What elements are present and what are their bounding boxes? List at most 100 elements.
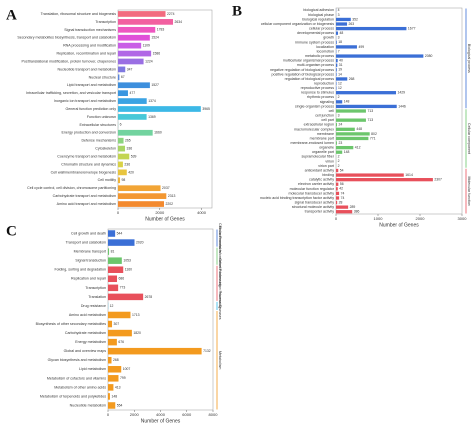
bar <box>118 19 174 25</box>
category-label: rhythmic process <box>307 95 334 99</box>
category-label: catalytic activity <box>309 178 334 182</box>
bar <box>118 185 161 192</box>
value-label: 3 <box>338 36 340 40</box>
x-tick-label: 8000 <box>209 412 219 417</box>
value-label: 148 <box>111 394 117 398</box>
category-label: structural molecule activity <box>292 205 334 209</box>
category-label: Transcription <box>95 20 116 24</box>
bar <box>118 153 130 160</box>
value-label: 1053 <box>123 259 131 263</box>
bar <box>118 201 164 207</box>
bar <box>336 127 355 131</box>
category-label: Chromatin structure and dynamics <box>61 162 116 166</box>
bar <box>108 257 122 264</box>
bar <box>336 40 337 44</box>
value-label: 12 <box>338 81 342 85</box>
category-label: response to stimulus <box>301 91 334 95</box>
category-label: Nucleotide transport and metabolism <box>57 67 116 71</box>
value-label: 539 <box>131 154 137 158</box>
bar <box>336 145 354 150</box>
category-label: Secondary metabolites biosynthesis, tran… <box>17 36 116 40</box>
value-label: 2678 <box>145 295 153 299</box>
bar <box>108 375 119 382</box>
bar <box>336 22 348 26</box>
category-label: Transport and catabolism <box>66 241 106 245</box>
bar <box>108 293 144 301</box>
value-label: 1429 <box>398 91 406 95</box>
group-label: Cellular Processes <box>218 223 222 253</box>
value-label: 24 <box>339 123 343 127</box>
value-label: 7 <box>338 49 340 53</box>
value-label: 14 <box>338 72 342 76</box>
bar <box>336 100 343 104</box>
value-label: 386 <box>354 210 360 214</box>
value-label: 3 <box>338 13 340 17</box>
category-label: Nuclear structure <box>89 75 116 79</box>
value-label: 148 <box>344 100 350 104</box>
category-label: Metabolism of other amino acids <box>54 385 106 389</box>
x-tick-label: 2000 <box>416 216 426 221</box>
category-label: Extracellular structures <box>79 123 116 127</box>
bar <box>336 205 349 209</box>
bar <box>118 26 156 33</box>
category-label: Drug resistance <box>81 304 106 308</box>
category-label: Folding, sorting and degradation <box>54 268 106 272</box>
bar <box>108 311 131 319</box>
category-label: Cytoskeleton <box>95 147 116 151</box>
bar <box>336 196 340 200</box>
category-label: Energy production and conversion <box>61 131 116 135</box>
value-label: 74 <box>341 191 345 195</box>
category-label: Defense mechanisms <box>81 139 116 143</box>
x-axis-label: Number of Genes <box>145 216 185 222</box>
category-label: growth <box>323 36 334 40</box>
value-label: 2634 <box>175 20 183 24</box>
bar <box>118 74 120 81</box>
category-label: virion <box>325 159 334 163</box>
bar <box>336 104 397 109</box>
category-label: Translation <box>88 295 106 299</box>
x-tick-label: 3000 <box>458 216 468 221</box>
panel-label: C <box>6 223 17 239</box>
category-label: Intracellular trafficking, secretion, an… <box>26 91 116 95</box>
group-label: Human Diseases <box>218 292 222 320</box>
bar <box>108 356 112 364</box>
value-label: 2 <box>338 164 340 168</box>
bar <box>336 132 370 136</box>
category-label: Posttranslational modification, protein … <box>22 59 117 63</box>
category-label: virion part <box>318 164 334 168</box>
bar <box>118 90 128 97</box>
bar <box>108 393 110 400</box>
value-label: 19 <box>338 68 342 72</box>
category-label: Metabolism of terpenoids and polyketides <box>40 394 106 398</box>
category-label: RNA processing and modification <box>63 44 116 48</box>
category-label: regulation of biological process <box>285 77 335 81</box>
category-label: Function unknown <box>87 115 116 119</box>
bar <box>118 34 150 41</box>
category-label: Global and overview maps <box>64 349 107 353</box>
category-label: membrane <box>317 132 334 136</box>
value-label: 67 <box>121 75 125 79</box>
bar <box>336 68 337 72</box>
value-label: 18 <box>338 40 342 44</box>
bar <box>118 106 201 112</box>
category-label: biological regulation <box>302 17 334 21</box>
bar <box>336 150 343 154</box>
category-label: membrane part <box>310 136 334 140</box>
category-label: molecular function regulator <box>290 187 335 191</box>
bar <box>336 31 339 35</box>
value-label: 336 <box>127 146 133 150</box>
value-label: 265 <box>125 139 131 143</box>
category-label: cellular component organization or bioge… <box>261 22 334 26</box>
bar <box>336 191 340 196</box>
value-label: 81 <box>111 250 115 254</box>
value-label: 31 <box>339 63 343 67</box>
category-label: Inorganic ion transport and metabolism <box>54 99 116 103</box>
bar <box>118 145 126 152</box>
bar <box>336 168 339 173</box>
panel-label: B <box>232 3 242 19</box>
category-label: locomotion <box>317 49 334 53</box>
value-label: 2 <box>338 155 340 159</box>
category-label: reproduction <box>314 81 334 85</box>
bar <box>336 86 337 90</box>
x-tick-label: 0 <box>335 216 338 221</box>
